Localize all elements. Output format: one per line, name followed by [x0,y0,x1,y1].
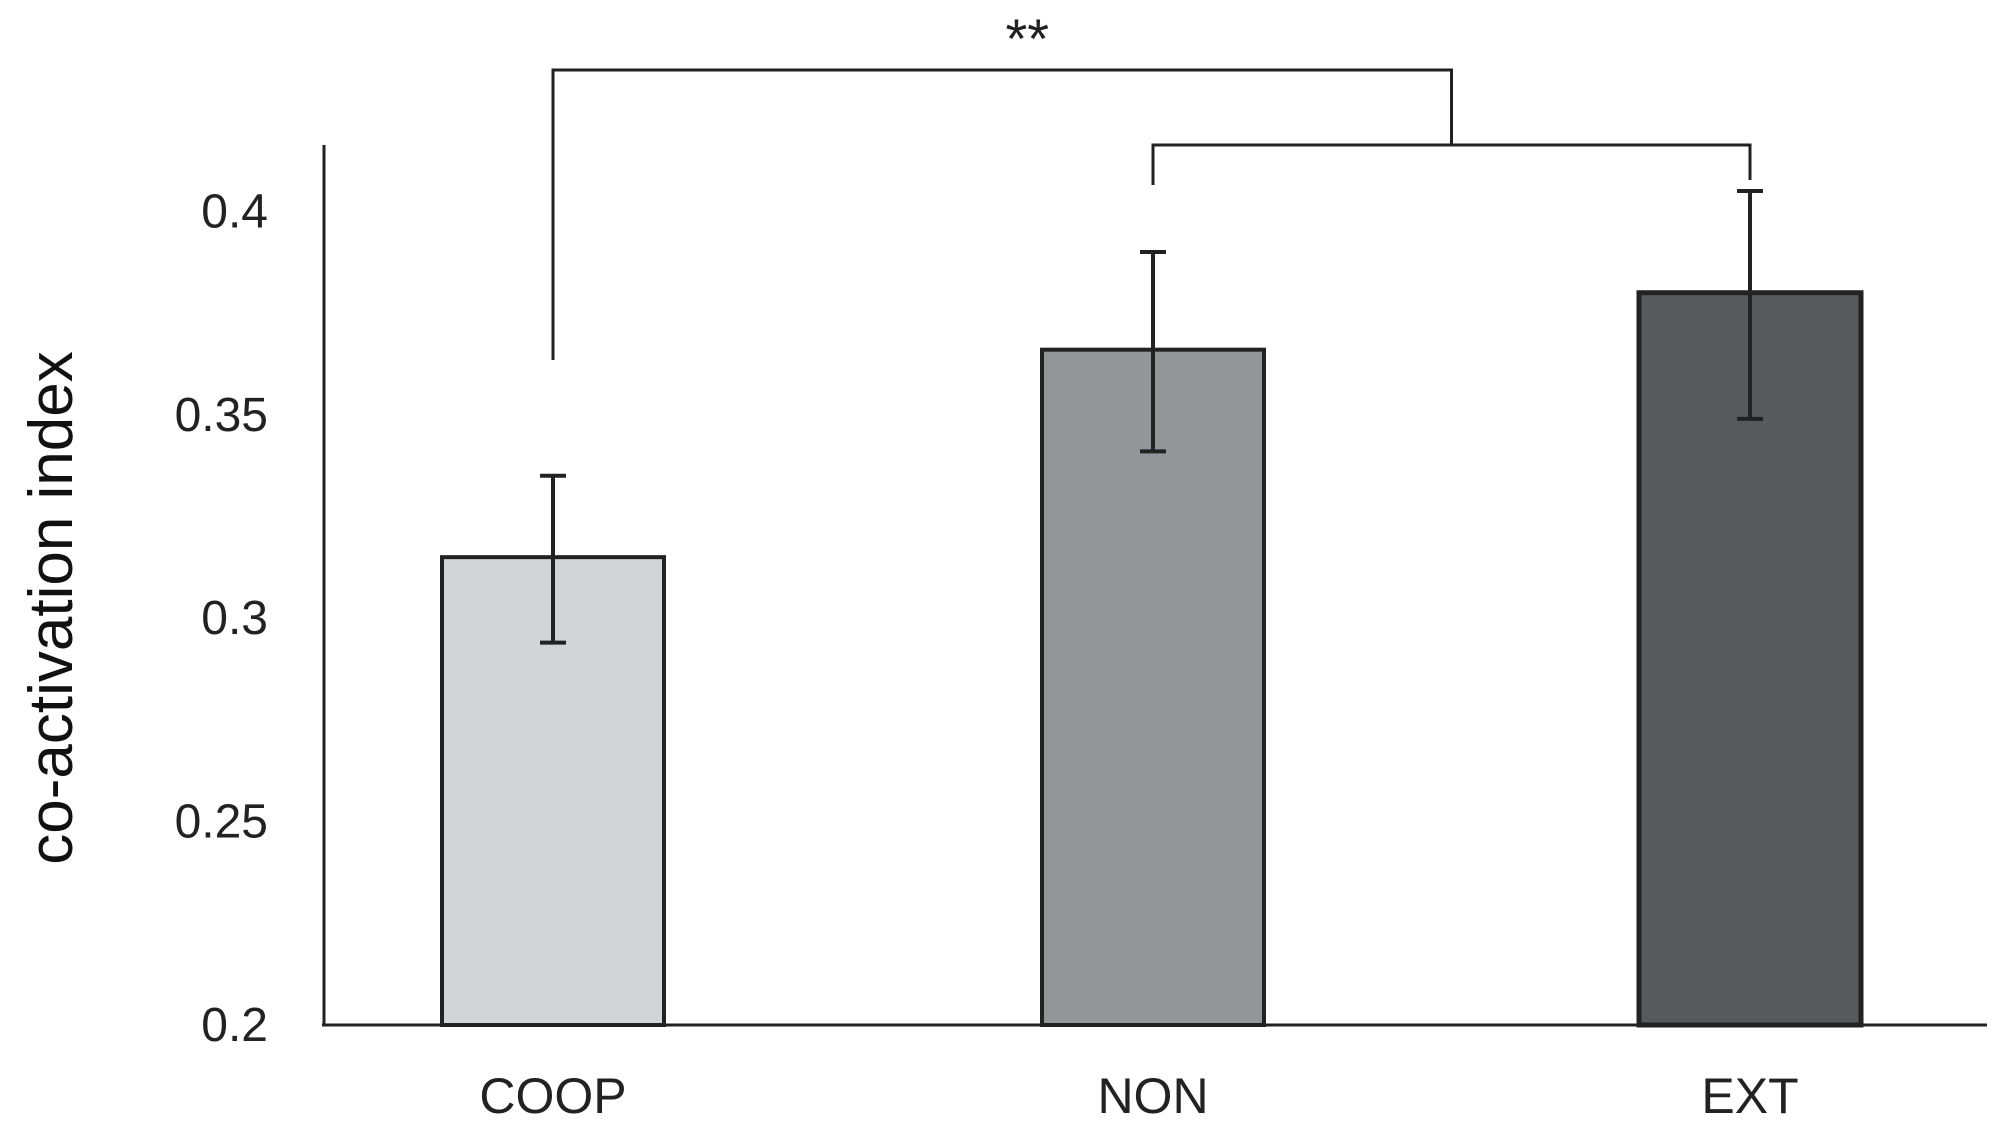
y-tick-label: 0.3 [201,592,268,645]
significance-bracket: ** [551,7,1752,360]
error-bar-ext [1737,189,1763,421]
category-label-ext: EXT [1701,1068,1798,1124]
error-bar-non [1140,250,1166,454]
category-label-coop: COOP [479,1068,626,1124]
y-tick-label: 0.35 [175,389,268,442]
sig-bracket-lower [1151,143,1752,185]
sig-bracket-upper [551,68,1453,360]
error-bar-coop [540,473,566,645]
error-bars [540,189,1763,645]
y-axis-label: co-activation index [17,351,86,865]
category-label-non: NON [1097,1068,1208,1124]
bars [440,290,1864,1028]
y-tick-label: 0.2 [201,999,268,1052]
significance-label: ** [1005,7,1049,70]
y-tick-labels: 0.2 0.25 0.3 0.35 0.4 [175,185,268,1052]
y-tick-label: 0.4 [201,185,268,238]
y-tick-label: 0.25 [175,796,268,849]
category-labels: COOP NON EXT [479,1068,1798,1124]
